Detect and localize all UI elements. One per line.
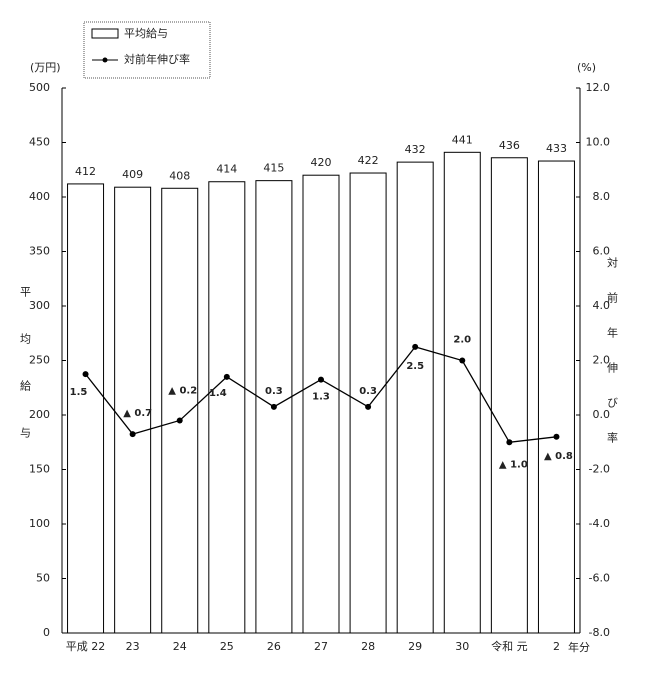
line-value-label: 0.3 (359, 386, 377, 397)
y-tick-label: 500 (29, 81, 50, 94)
line-value-label: 1.3 (312, 392, 330, 403)
line-point (365, 403, 372, 410)
x-tick-label: 28 (361, 640, 375, 653)
x-tick-label: 30 (455, 640, 469, 653)
y-tick-label: 450 (29, 136, 50, 149)
line-value-label: ▲ 0.7 (123, 408, 152, 419)
y2-tick-label: -6.0 (589, 572, 610, 585)
y-tick-label: 100 (29, 517, 50, 530)
bar-value-label: 409 (122, 168, 143, 181)
y2-tick-label: 12.0 (586, 81, 611, 94)
legend-dot (102, 57, 108, 63)
x-tick-label: 令和 元 (491, 639, 528, 653)
line-value-label: 2.5 (406, 361, 424, 372)
line-value-label: ▲ 1.0 (499, 459, 528, 470)
y-tick-label: 250 (29, 354, 50, 367)
bar (208, 181, 246, 634)
line-point (82, 371, 89, 378)
bar (349, 172, 387, 634)
bar (490, 157, 528, 634)
line-value-label: 1.5 (70, 387, 88, 398)
y2-tick-label: 8.0 (593, 190, 611, 203)
y2-tick-label: 2.0 (593, 354, 611, 367)
bar-value-label: 414 (216, 163, 237, 176)
bar-value-label: 420 (311, 156, 332, 169)
y-tick-label: 0 (43, 626, 50, 639)
line-point (506, 439, 513, 446)
y2-tick-label: -4.0 (589, 517, 610, 530)
line-point (270, 403, 277, 410)
x-tick-label: 25 (220, 640, 234, 653)
y-tick-label: 300 (29, 299, 50, 312)
bar-value-label: 436 (499, 139, 520, 152)
y2-tick-label: 4.0 (593, 299, 611, 312)
y2-unit: (%) (577, 61, 596, 74)
y2-tick-label: -8.0 (589, 626, 610, 639)
y2-axis-label: 対前年伸び率 (606, 256, 619, 467)
bar (443, 151, 481, 634)
line-point (553, 433, 560, 440)
bar (161, 187, 199, 634)
bar-value-label: 422 (358, 154, 379, 167)
x-unit: 年分 (568, 640, 590, 654)
x-tick-label: 2 (553, 640, 560, 653)
y-tick-label: 350 (29, 245, 50, 258)
bar-value-label: 408 (169, 169, 190, 182)
x-tick-label: 29 (408, 640, 422, 653)
line-point (129, 431, 136, 438)
legend-label: 平均給与 (124, 26, 168, 40)
y2-tick-label: 0.0 (593, 408, 611, 421)
bar-value-label: 441 (452, 133, 473, 146)
y-tick-label: 200 (29, 408, 50, 421)
bar (396, 161, 434, 634)
y2-tick-label: 6.0 (593, 245, 611, 258)
x-tick-label: 平成 22 (66, 640, 106, 653)
line-value-label: ▲ 0.2 (168, 385, 197, 396)
y-axis-label: 平均給与 (19, 286, 32, 474)
legend-bar-swatch (91, 28, 119, 39)
line-point (176, 417, 183, 424)
bar (302, 174, 340, 634)
y2-tick-label: -2.0 (589, 463, 610, 476)
line-point (223, 373, 230, 380)
x-tick-label: 26 (267, 640, 281, 653)
bar (67, 183, 105, 634)
legend-label: 対前年伸び率 (124, 52, 190, 66)
line-value-label: 2.0 (453, 335, 471, 346)
bar (537, 160, 575, 634)
bar-value-label: 412 (75, 165, 96, 178)
line-point (412, 343, 419, 350)
y2-tick-label: 10.0 (586, 136, 611, 149)
x-tick-label: 23 (126, 640, 140, 653)
line-value-label: 0.3 (265, 386, 283, 397)
y-tick-label: 50 (36, 572, 50, 585)
line-point (318, 376, 324, 383)
bar (114, 186, 152, 634)
line-value-label: ▲ 0.8 (544, 451, 573, 462)
y-tick-label: 400 (29, 190, 50, 203)
y-unit: (万円) (30, 61, 61, 74)
bar-value-label: 433 (546, 142, 567, 155)
line-value-label: 1.4 (209, 388, 227, 399)
y-tick-label: 150 (29, 463, 50, 476)
bar-value-label: 415 (263, 162, 284, 175)
bar-value-label: 432 (405, 143, 426, 156)
x-tick-label: 27 (314, 640, 328, 653)
x-tick-label: 24 (173, 640, 187, 653)
line-point (459, 357, 466, 364)
